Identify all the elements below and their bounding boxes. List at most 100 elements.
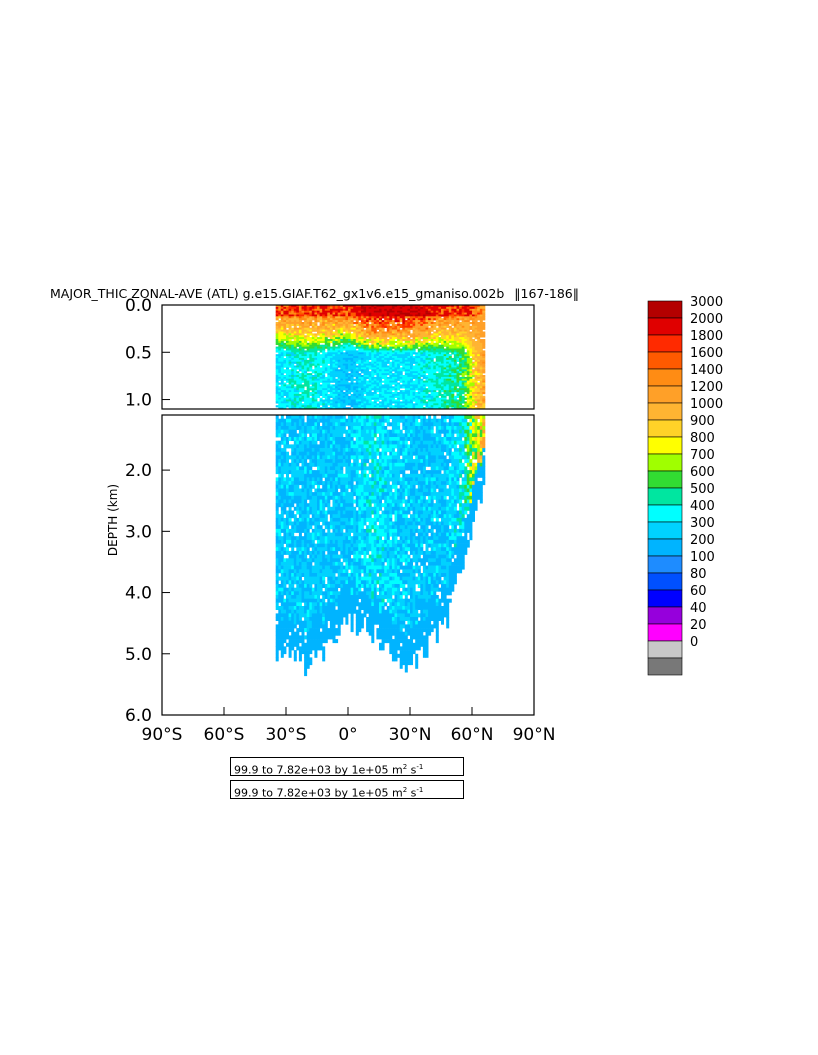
field-cell xyxy=(373,561,377,566)
field-cell xyxy=(319,323,323,327)
field-cell xyxy=(345,371,349,374)
field-cell xyxy=(348,386,351,389)
field-cell xyxy=(373,587,377,592)
field-cell xyxy=(324,484,328,489)
field-cell xyxy=(280,503,284,508)
field-cell xyxy=(358,384,362,387)
field-cell xyxy=(291,308,295,311)
field-cell xyxy=(280,354,284,357)
field-cell xyxy=(283,484,287,489)
field-cell xyxy=(301,437,305,441)
field-cell xyxy=(358,448,362,453)
field-cell xyxy=(314,495,318,500)
field-cell xyxy=(358,418,362,423)
field-cell xyxy=(298,306,302,310)
field-cell xyxy=(324,369,328,372)
field-cell xyxy=(324,587,328,592)
field-cell xyxy=(345,503,349,508)
field-cell xyxy=(342,609,346,614)
field-cell xyxy=(345,335,349,338)
field-cell xyxy=(337,576,341,581)
field-cell xyxy=(293,342,297,345)
field-cell xyxy=(293,448,297,453)
field-cell xyxy=(324,393,328,397)
field-cell xyxy=(296,473,300,478)
field-cell xyxy=(301,503,305,508)
field-cell xyxy=(389,565,393,570)
field-cell xyxy=(298,415,302,419)
field-cell xyxy=(358,429,362,434)
field-cell xyxy=(278,532,282,537)
field-cell xyxy=(309,337,313,340)
field-cell xyxy=(389,650,393,655)
field-cell xyxy=(366,459,370,464)
field-cell xyxy=(322,466,326,471)
field-cell xyxy=(371,580,375,585)
field-cell xyxy=(335,314,339,317)
field-cell xyxy=(386,517,390,522)
field-cell xyxy=(358,397,362,400)
field-cell xyxy=(366,628,370,633)
field-cell xyxy=(304,668,308,673)
field-cell xyxy=(355,375,359,378)
field-cell xyxy=(319,573,323,577)
field-cell xyxy=(301,384,305,387)
field-cell xyxy=(298,576,302,581)
field-cell xyxy=(280,561,284,566)
field-cell xyxy=(280,384,284,387)
field-cell xyxy=(278,359,282,362)
field-cell xyxy=(360,528,364,533)
field-cell xyxy=(337,525,341,530)
field-cell xyxy=(309,342,313,345)
field-cell xyxy=(345,470,349,475)
field-cell xyxy=(355,591,359,596)
field-cell xyxy=(296,397,300,400)
field-cell xyxy=(381,576,385,581)
field-cell xyxy=(384,492,388,497)
field-cell xyxy=(309,399,313,402)
field-cell xyxy=(381,426,385,430)
field-cell xyxy=(376,473,380,478)
field-cell xyxy=(384,348,388,351)
field-cell xyxy=(296,433,300,438)
field-cell xyxy=(376,543,380,548)
field-cell xyxy=(309,484,313,489)
field-cell xyxy=(280,333,284,336)
field-cell xyxy=(332,373,336,376)
field-cell xyxy=(278,397,282,400)
field-cell xyxy=(306,331,310,334)
field-cell xyxy=(286,322,289,325)
field-cell xyxy=(373,418,377,423)
field-cell xyxy=(353,488,357,493)
field-cell xyxy=(360,455,364,460)
field-cell xyxy=(309,448,313,453)
field-cell xyxy=(332,525,336,530)
field-cell xyxy=(286,308,289,311)
field-cell xyxy=(288,532,292,537)
field-cell xyxy=(345,477,349,482)
field-cell xyxy=(288,329,292,332)
field-cell xyxy=(376,613,380,618)
field-cell xyxy=(311,333,315,336)
field-cell xyxy=(280,550,284,555)
field-cell xyxy=(301,373,305,376)
field-cell xyxy=(384,403,388,406)
field-cell xyxy=(358,378,362,381)
field-cell xyxy=(329,584,333,588)
field-cell xyxy=(379,484,382,489)
field-cell xyxy=(319,340,323,344)
field-cell xyxy=(381,333,385,336)
field-cell xyxy=(363,365,367,368)
field-cell xyxy=(366,517,370,522)
field-cell xyxy=(376,373,380,376)
field-cell xyxy=(311,503,315,508)
field-cell xyxy=(350,429,354,434)
field-cell xyxy=(288,306,292,310)
field-cell xyxy=(319,318,323,321)
field-cell xyxy=(327,580,331,585)
field-cell xyxy=(324,388,328,391)
field-cell xyxy=(304,310,308,313)
field-cell xyxy=(355,403,359,406)
field-cell xyxy=(306,384,310,387)
field-cell xyxy=(381,624,385,629)
